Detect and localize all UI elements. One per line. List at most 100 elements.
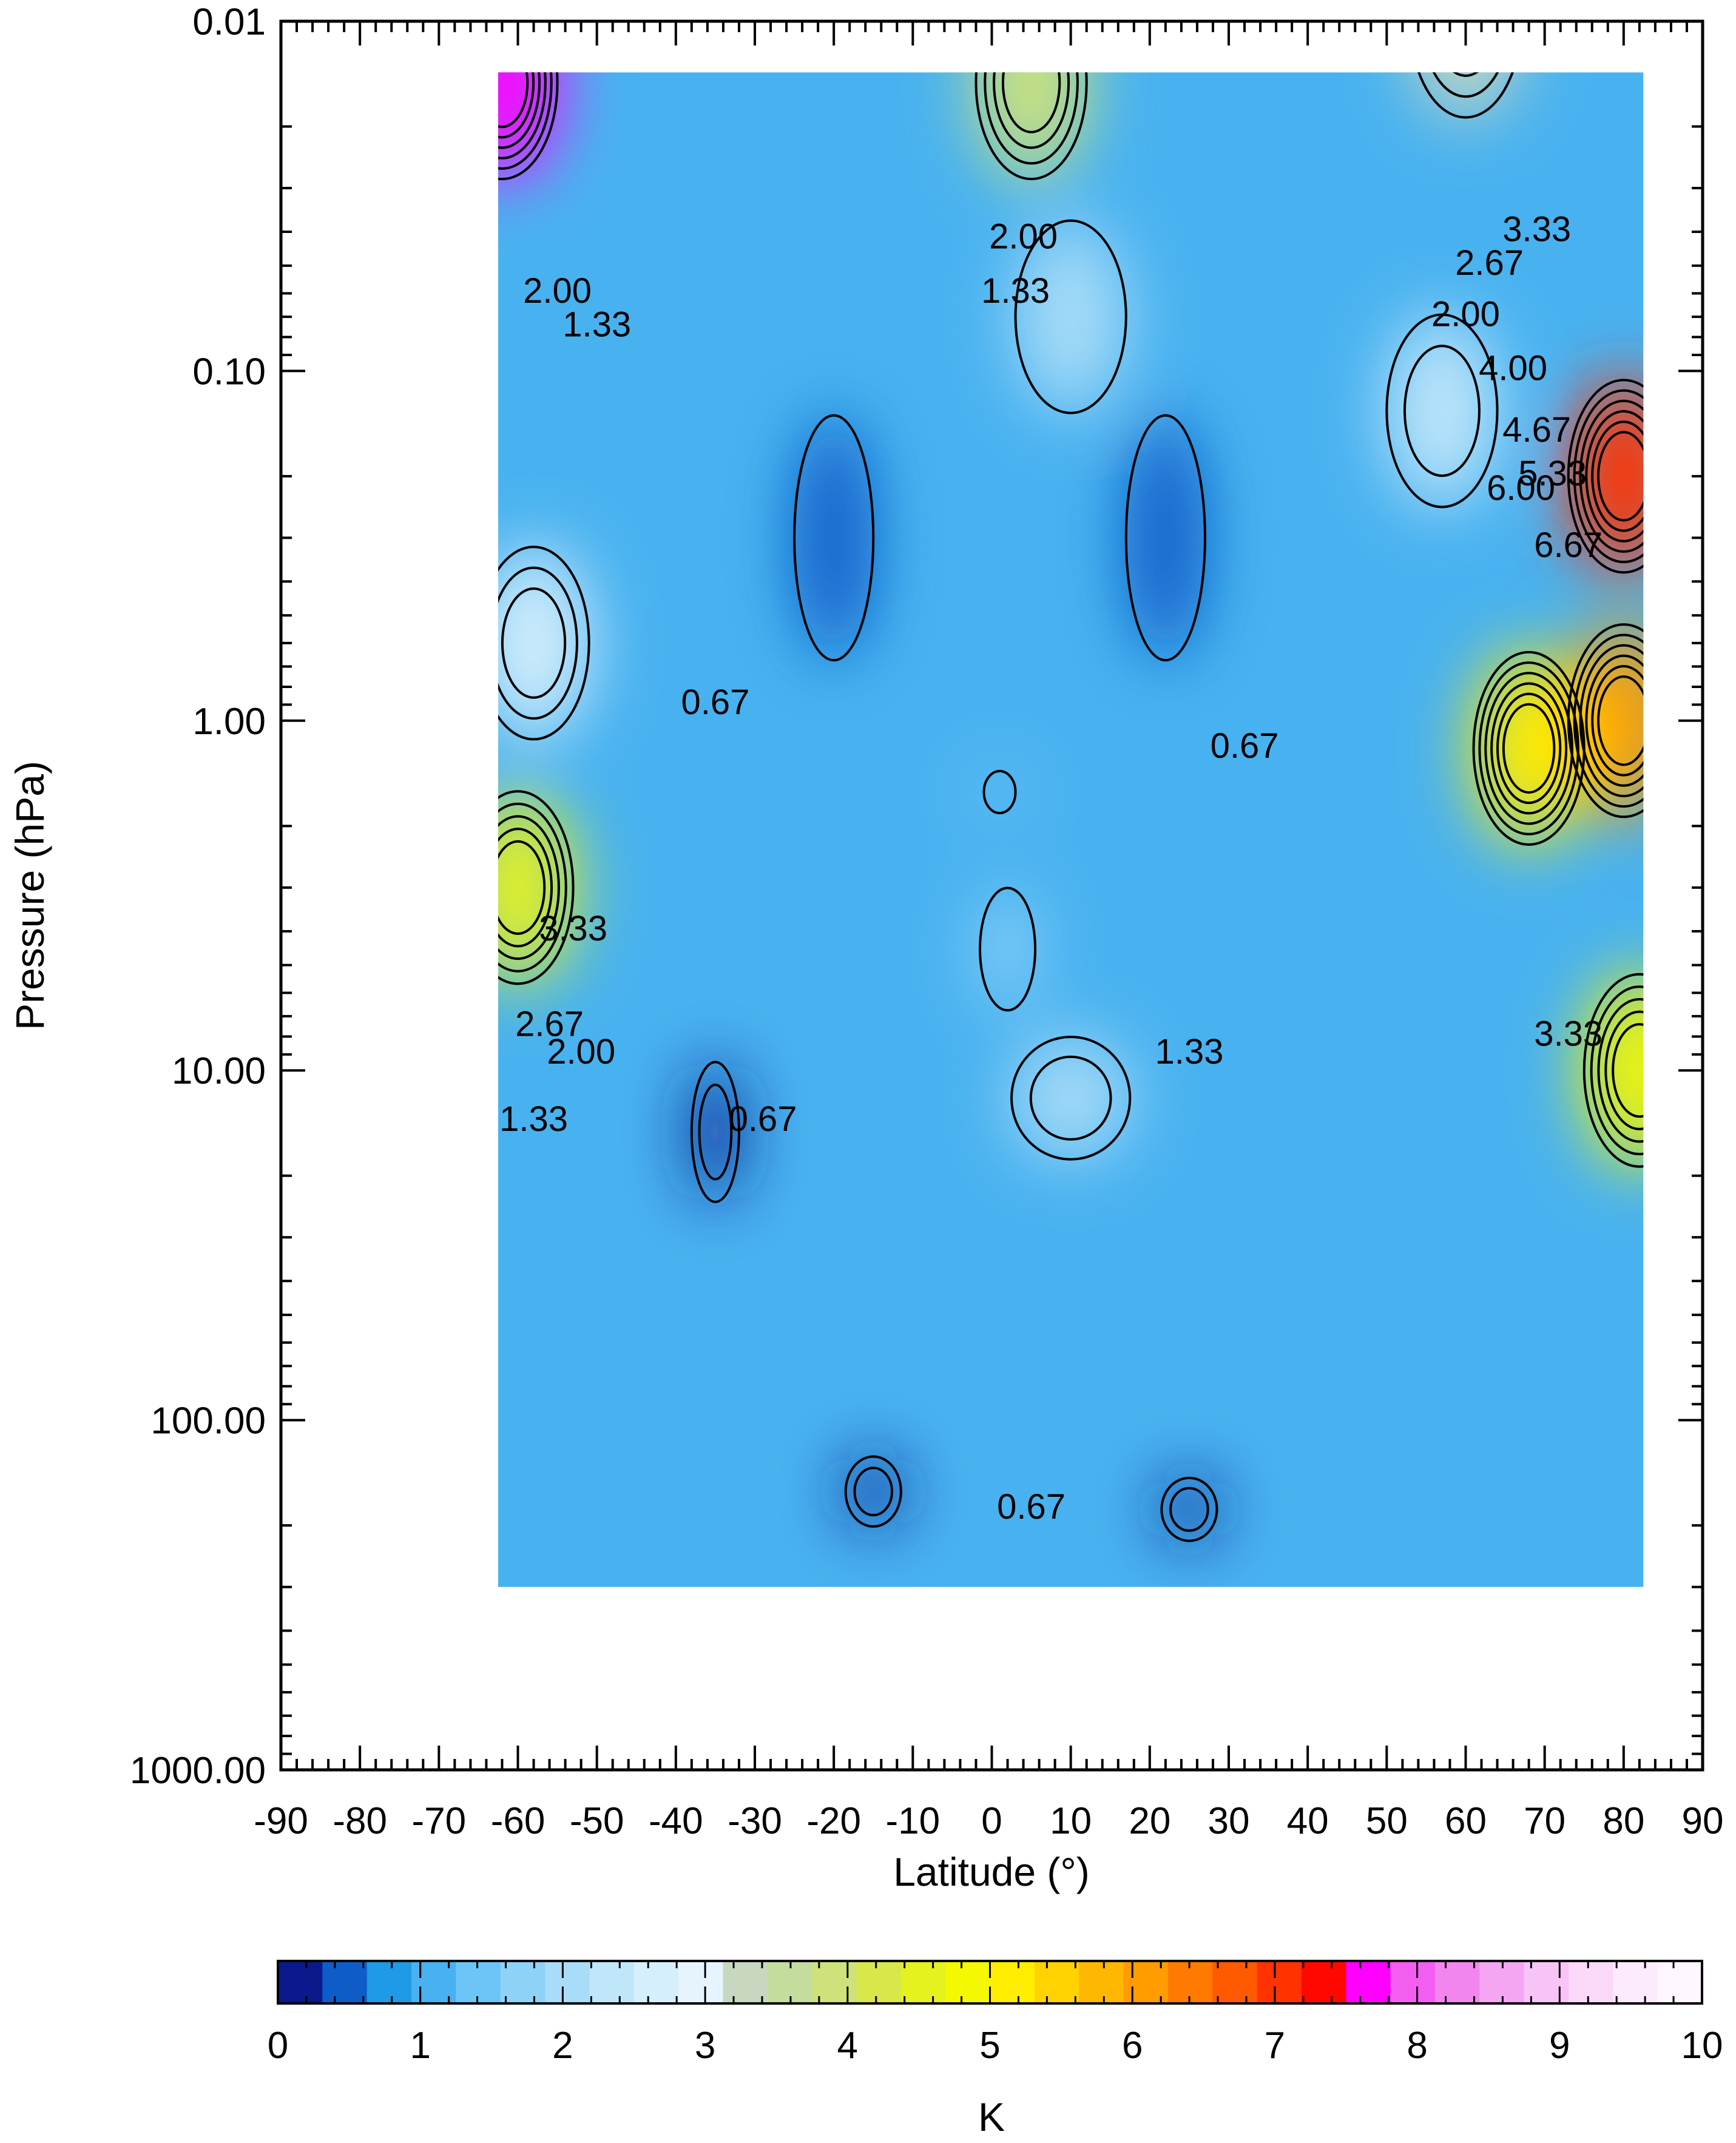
contour-line-8-3: [498, 545, 590, 741]
colorbar-swatch-29: [1568, 1961, 1614, 2003]
x-tick-label: 40: [1287, 1800, 1329, 1842]
colorbar-swatch-26: [1434, 1961, 1481, 2003]
contour-line-15-1: [1169, 1487, 1209, 1532]
contour-line-3-6: [1472, 650, 1586, 846]
field-anomaly-3: [1473, 652, 1584, 845]
y-tick-label: 0.01: [192, 1, 266, 43]
contour-line-1-4: [1579, 399, 1644, 553]
x-tick-label: 0: [981, 1800, 1002, 1842]
contour-line-6-2: [993, 72, 1070, 149]
colorbar-tick-label: 4: [837, 2025, 858, 2067]
contour-line-6-1: [1001, 72, 1061, 133]
contour-line-11-1: [793, 414, 875, 662]
contour-line-3-5: [1478, 661, 1579, 835]
colorbar-swatch-10: [723, 1961, 768, 2003]
contour-lines: [498, 72, 1644, 1542]
contour-line-2-3: [1585, 654, 1644, 787]
colorbar-swatch-13: [856, 1961, 902, 2003]
colorbar-swatch-16: [990, 1961, 1035, 2003]
x-tick-label: 30: [1208, 1800, 1250, 1842]
contour-label-8: 2.00: [547, 1032, 615, 1072]
contour-label-7: 2.67: [515, 1005, 584, 1044]
colorbar-tick-labels: 0 1 2 3 4 5 6 7 8 9 10: [268, 2025, 1723, 2067]
colorbar-swatch-5: [500, 1961, 545, 2003]
contour-line-2-1: [1597, 675, 1644, 766]
contour-label-4: 0.67: [681, 683, 749, 722]
field-anomaly-1: [1568, 380, 1644, 573]
colorbar: [277, 1960, 1703, 2005]
x-tick-label: -20: [806, 1800, 861, 1842]
contour-label-17: 4.00: [1479, 349, 1547, 388]
contour-line-7-3: [1417, 72, 1514, 119]
contour-line-0-4: [498, 72, 547, 160]
contour-line-14-1: [853, 1466, 894, 1517]
y-tick-label: 10.00: [172, 1050, 266, 1092]
contour-line-1-6: [1567, 379, 1644, 574]
contour-line-1-2: [1591, 420, 1644, 532]
field-anomaly-17: [1012, 1036, 1130, 1159]
contour-line-5-1: [1612, 1023, 1644, 1118]
x-tick-label: -30: [728, 1800, 782, 1842]
x-tick-label: 70: [1524, 1800, 1565, 1842]
field-anomaly-2: [1568, 624, 1644, 817]
contour-line-6-4: [974, 72, 1088, 180]
contour-label-19: 5.33: [1518, 454, 1587, 493]
contour-line-14-2: [844, 1455, 902, 1528]
contour-line-5-3: [1597, 997, 1644, 1143]
field-anomaly-11: [794, 415, 874, 661]
x-axis-title: Latitude (°): [893, 1849, 1090, 1894]
contour-line-0-5: [498, 72, 553, 170]
contour-label-3: 1.33: [981, 271, 1050, 311]
field-anomaly-10: [1015, 220, 1126, 413]
contour-label-0: 2.00: [523, 271, 592, 311]
contour-label-11: 1.33: [1155, 1032, 1223, 1072]
colorbar-tick-label: 3: [695, 2025, 715, 2067]
contour-line-3-4: [1484, 672, 1574, 825]
colorbar-swatch-6: [545, 1961, 590, 2003]
contour-line-7-2: [1432, 72, 1499, 98]
field-anomaly-16: [979, 888, 1036, 1011]
contour-line-1-5: [1573, 389, 1644, 564]
x-tick-label: 20: [1129, 1800, 1170, 1842]
heatmap-field: [498, 72, 1644, 1587]
contour-line-17-1: [1029, 1055, 1112, 1141]
contour-label-2: 2.00: [989, 217, 1058, 257]
colorbar-swatch-0: [278, 1961, 323, 2003]
x-tick-label: -70: [412, 1800, 467, 1842]
x-tick-label: 10: [1050, 1800, 1092, 1842]
x-tick-label: -60: [491, 1800, 545, 1842]
contour-line-5-2: [1604, 1010, 1644, 1130]
x-tick-label: 80: [1603, 1800, 1644, 1842]
contour-label-12: 0.67: [997, 1487, 1066, 1527]
colorbar-tick-label: 8: [1407, 2025, 1427, 2067]
colorbar-swatch-31: [1657, 1961, 1703, 2003]
contour-line-8-2: [498, 566, 578, 720]
contour-line-2-4: [1579, 644, 1644, 797]
colorbar-swatch-24: [1346, 1961, 1391, 2003]
colorbar-swatch-30: [1613, 1961, 1658, 2003]
contour-line-15-2: [1160, 1476, 1218, 1542]
contour-line-16-1: [978, 886, 1037, 1012]
x-tick-label: -40: [649, 1800, 703, 1842]
colorbar-swatch-9: [678, 1961, 724, 2003]
contour-line-3-3: [1490, 682, 1568, 815]
x-tick-label: -10: [886, 1800, 941, 1842]
contour-line-13-1: [698, 1083, 733, 1181]
x-tick-label: -50: [570, 1800, 624, 1842]
colorbar-swatch-15: [945, 1961, 991, 2003]
colorbar-tick-label: 1: [410, 2025, 430, 2067]
field-anomaly-0: [498, 72, 558, 179]
contour-line-9-1: [1403, 345, 1481, 478]
colorbar-swatch-20: [1167, 1961, 1214, 2003]
contour-label-13: 3.33: [1534, 1014, 1603, 1054]
colorbar-tick-label: 10: [1681, 2025, 1723, 2067]
colorbar-swatch-23: [1301, 1961, 1347, 2003]
x-axis-ticks: [280, 21, 1704, 1770]
contour-line-0-6: [498, 72, 559, 180]
field-anomaly-12: [1126, 415, 1205, 661]
contour-line-4-3: [498, 815, 560, 960]
contour-line-0-2: [498, 72, 535, 139]
contour-line-12-1: [1124, 414, 1206, 662]
colorbar-tick-label: 9: [1549, 2025, 1570, 2067]
